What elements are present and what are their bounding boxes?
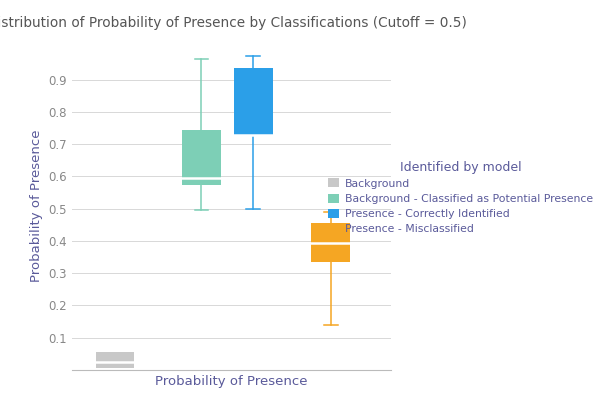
Bar — [234, 69, 273, 136]
X-axis label: Probability of Presence: Probability of Presence — [155, 376, 308, 388]
Legend: Background, Background - Classified as Potential Presence, Presence - Correctly : Background, Background - Classified as P… — [324, 156, 597, 238]
Text: Distribution of Probability of Presence by Classifications (Cutoff = 0.5): Distribution of Probability of Presence … — [0, 16, 467, 30]
Bar — [182, 130, 221, 185]
Bar — [312, 223, 350, 262]
Bar — [96, 352, 135, 368]
Y-axis label: Probability of Presence: Probability of Presence — [30, 129, 42, 282]
